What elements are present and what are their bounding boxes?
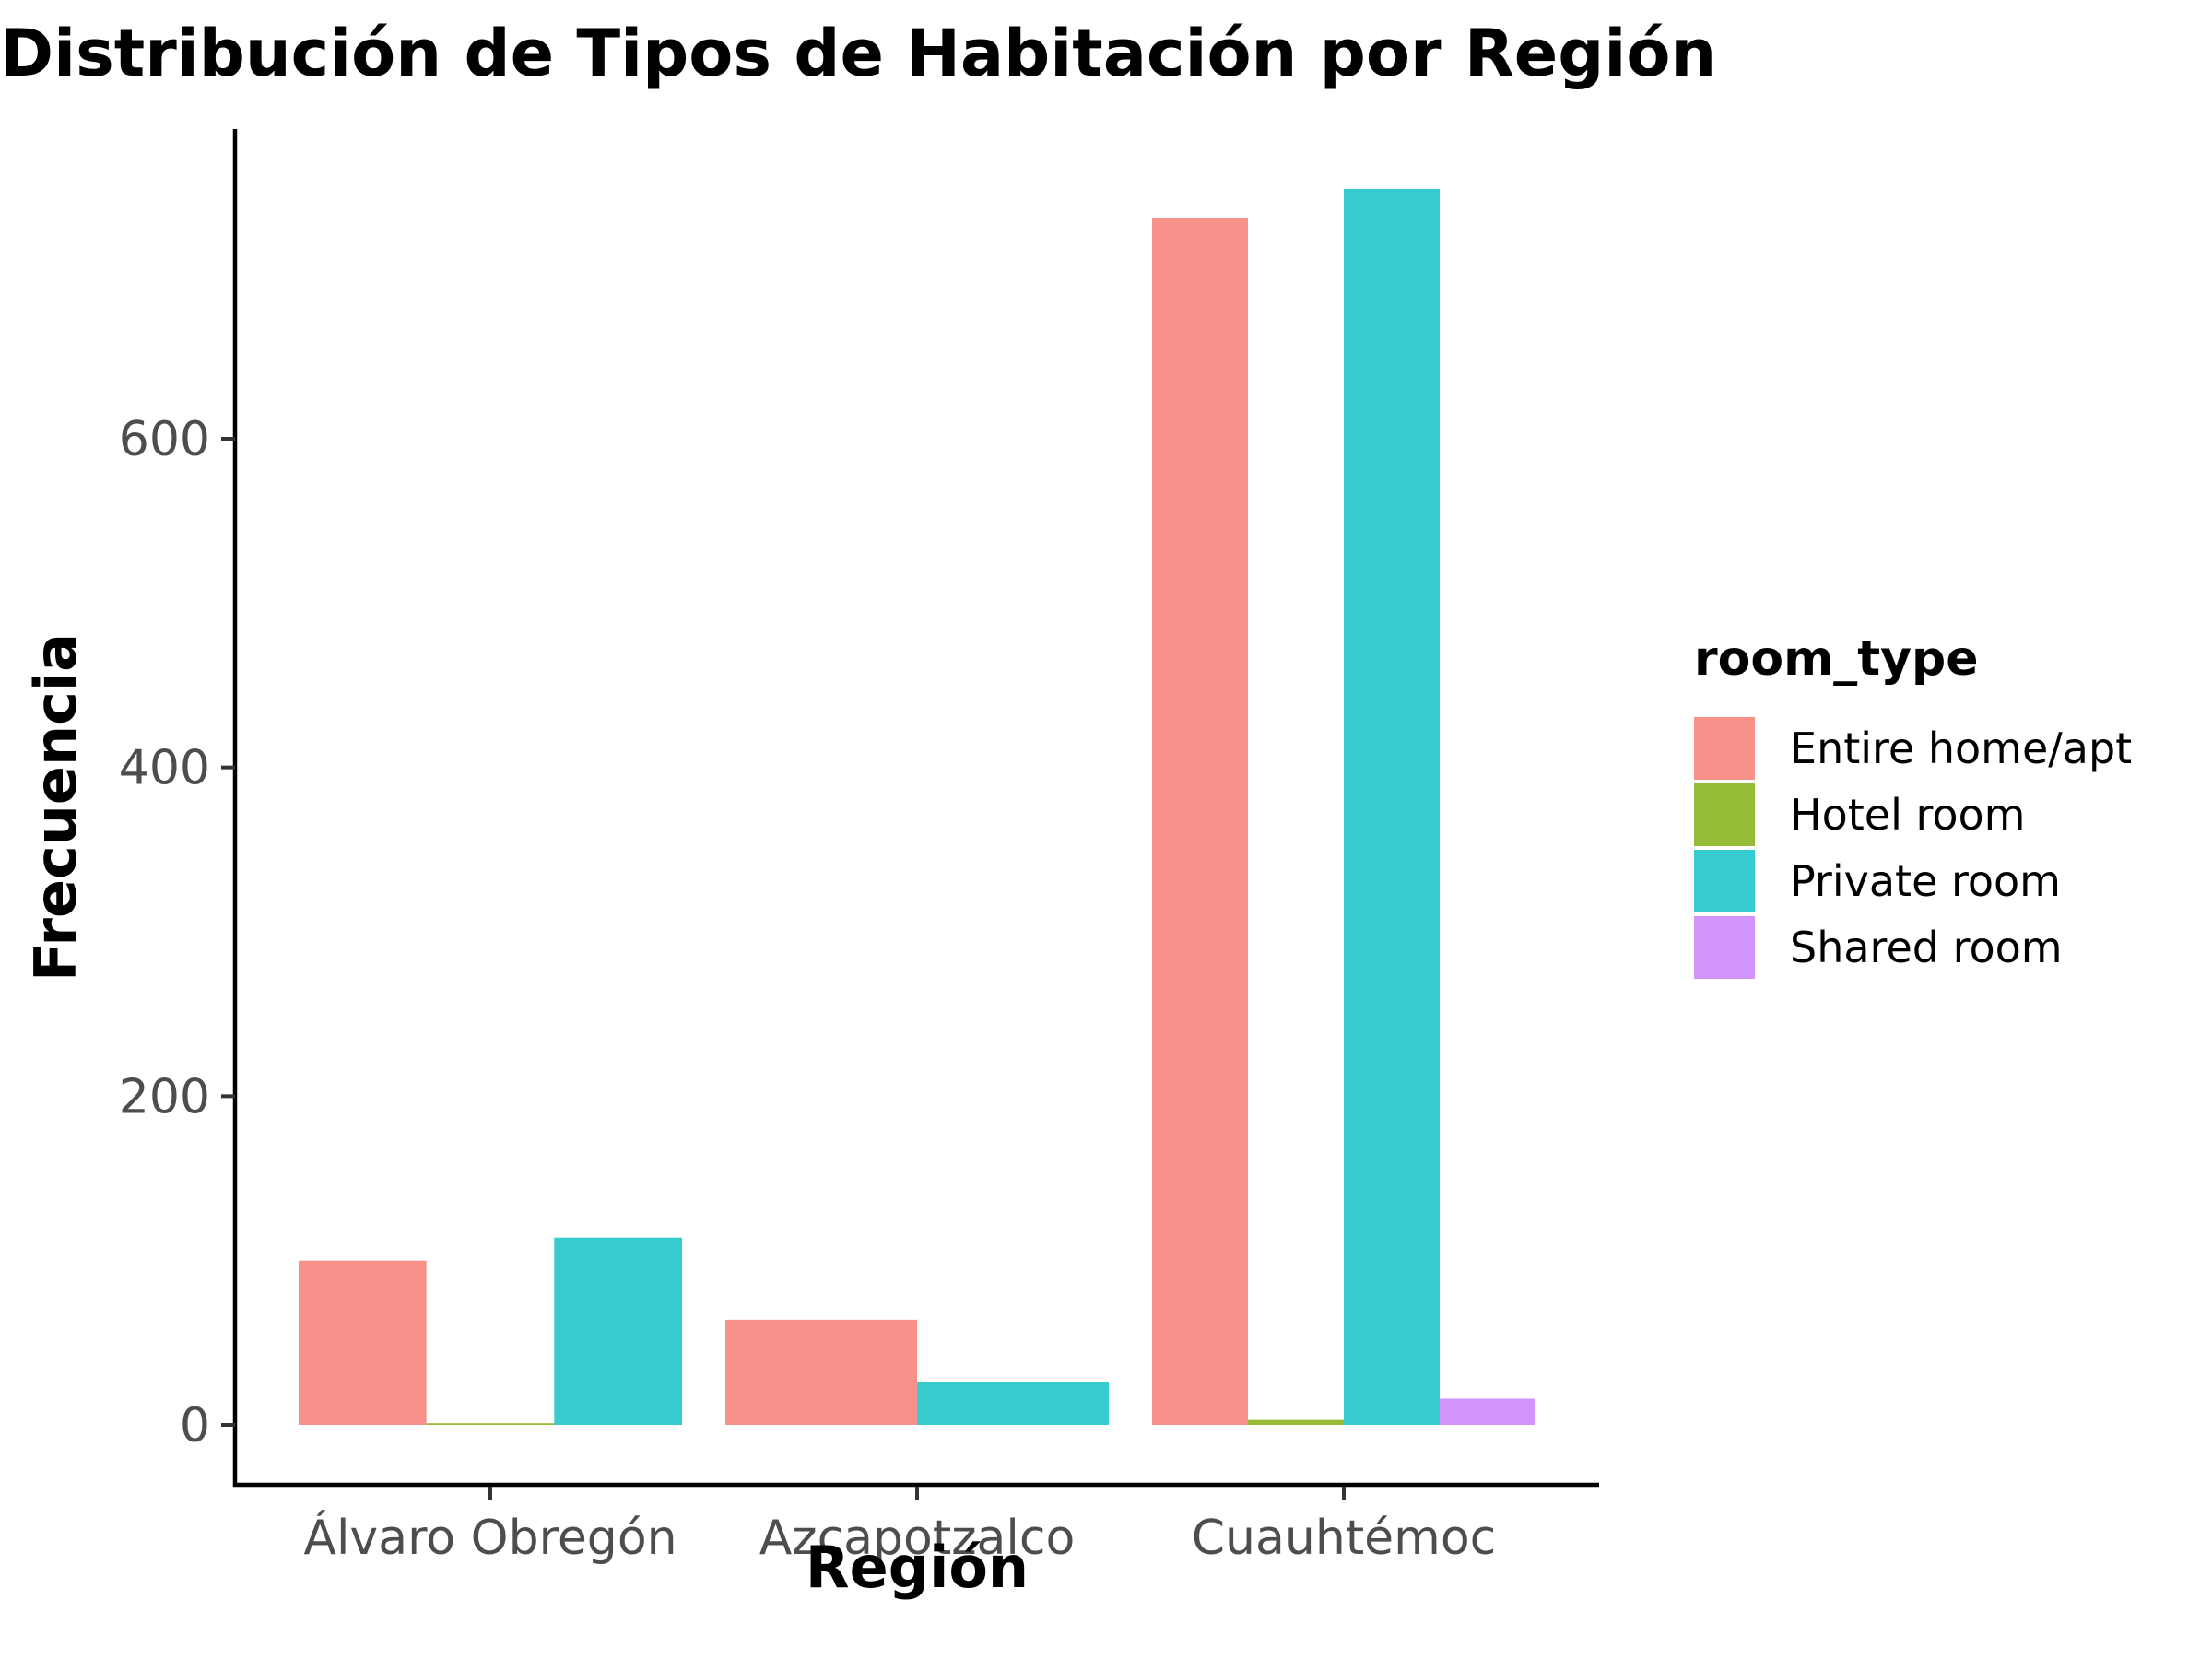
x-tick-label: Álvaro Obregón bbox=[303, 1510, 677, 1566]
legend-label: Private room bbox=[1790, 856, 2061, 906]
legend-key-shared-room bbox=[1694, 916, 1755, 979]
y-axis-title: Frecuencia bbox=[22, 633, 89, 982]
y-tick-label: 0 bbox=[180, 1398, 210, 1453]
y-tick-label: 200 bbox=[119, 1069, 210, 1124]
legend: room_type Entire home/apt Hotel room Priva… bbox=[1694, 631, 2132, 979]
chart-title: Distribución de Tipos de Habitación por … bbox=[0, 16, 1716, 91]
bar-entire-home-apt-cuauht-moc bbox=[1152, 218, 1248, 1426]
bar-hotel-room-lvaro-obreg-n bbox=[426, 1423, 555, 1425]
bar-hotel-room-cuauht-moc bbox=[1248, 1419, 1344, 1425]
legend-label: Hotel room bbox=[1790, 790, 2025, 840]
legend-key-hotel-room bbox=[1694, 783, 1755, 846]
x-axis-title: Región bbox=[806, 1534, 1029, 1601]
y-ticks-group: 0 200 400 600 bbox=[119, 412, 235, 1453]
bars-group bbox=[299, 188, 1535, 1426]
x-tick-label: Cuauhtémoc bbox=[1192, 1511, 1496, 1566]
legend-key-entire-home-apt bbox=[1694, 717, 1755, 780]
y-tick-label: 400 bbox=[119, 741, 210, 796]
y-tick-label: 600 bbox=[119, 412, 210, 467]
x-ticks-group: Álvaro Obregón Azcapotzalco Cuauhtémoc bbox=[303, 1487, 1496, 1566]
legend-label: Shared room bbox=[1790, 923, 2063, 972]
bar-entire-home-apt-lvaro-obreg-n bbox=[299, 1260, 427, 1425]
bar-entire-home-apt-azcapotzalco bbox=[725, 1319, 917, 1425]
legend-title: room_type bbox=[1694, 631, 1979, 687]
legend-key-private-room bbox=[1694, 850, 1755, 912]
bar-private-room-azcapotzalco bbox=[917, 1382, 1109, 1425]
bar-shared-room-cuauht-moc bbox=[1440, 1398, 1535, 1425]
bar-private-room-cuauht-moc bbox=[1344, 188, 1440, 1425]
x-tick-label: Azcapotzalco bbox=[759, 1511, 1076, 1566]
legend-label: Entire home/apt bbox=[1790, 724, 2132, 773]
bar-private-room-lvaro-obreg-n bbox=[554, 1237, 682, 1425]
